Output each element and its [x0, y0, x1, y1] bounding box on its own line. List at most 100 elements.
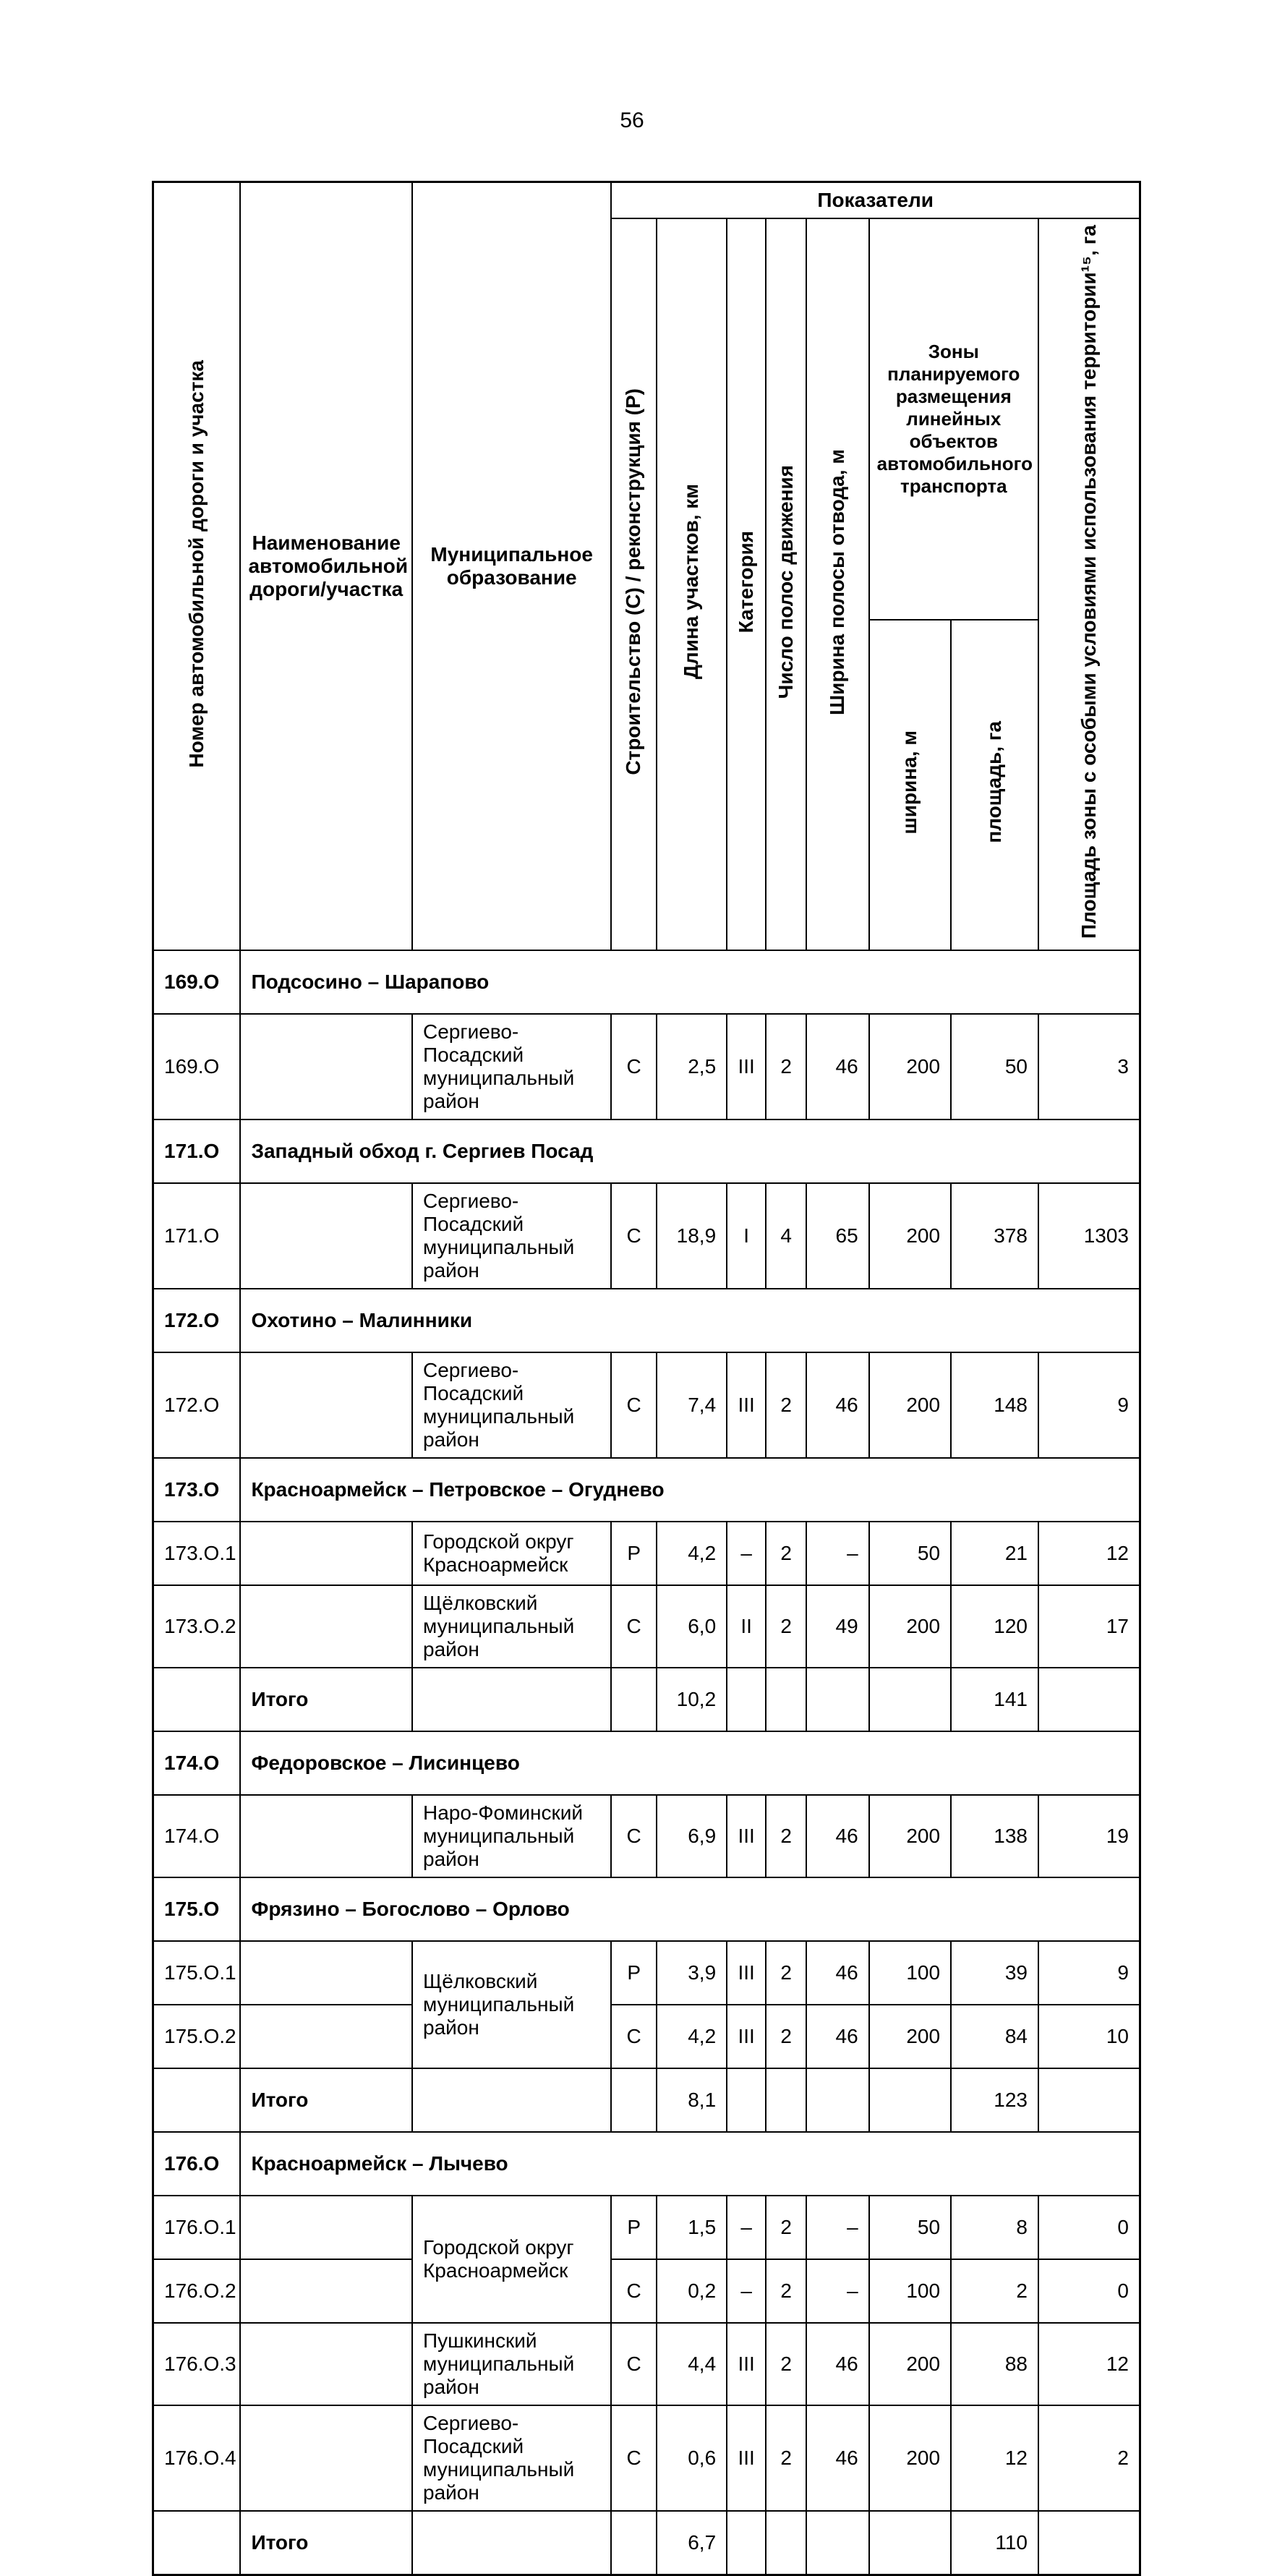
cell-muni: Сергиево-Посадский муниципальный район [412, 1352, 611, 1458]
cell-section-title: Западный обход г. Сергиев Посад [240, 1119, 1140, 1183]
cell-sr: С [611, 1585, 657, 1668]
cell-zone-area: 141 [951, 1668, 1038, 1731]
cell-section-title: Охотино – Малинники [240, 1289, 1140, 1352]
cell-zone-width: 200 [869, 1183, 951, 1289]
cell-id: 174.О [153, 1731, 241, 1795]
cell-category: – [727, 2196, 766, 2259]
cell-sr: С [611, 2259, 657, 2323]
cell-lanes: 2 [766, 2196, 806, 2259]
cell-category [727, 1668, 766, 1731]
cell-strip: 46 [806, 2405, 868, 2511]
cell-lanes: 2 [766, 2405, 806, 2511]
cell-special [1038, 2068, 1140, 2132]
cell-special: 9 [1038, 1352, 1140, 1458]
cell-sr: Р [611, 2196, 657, 2259]
table-row: 176.О.2С0,2–2–10020 [153, 2259, 1140, 2323]
table-row: 171.О Сергиево-Посадский муниципальный ра… [153, 1183, 1140, 1289]
table-row: 175.О.1Щёлковский муниципальный районР3,… [153, 1941, 1140, 2005]
cell-sr: Р [611, 1522, 657, 1585]
cell-length: 8,1 [657, 2068, 727, 2132]
cell-zone-width: 200 [869, 1795, 951, 1877]
col-special-area: Площадь зоны с особыми условиями использ… [1038, 218, 1140, 950]
cell-zone-width: 50 [869, 1522, 951, 1585]
cell-muni: Сергиево-Посадский муниципальный район [412, 1183, 611, 1289]
cell-id: 171.О [153, 1183, 241, 1289]
cell-special: 3 [1038, 1014, 1140, 1119]
cell-category: III [727, 2405, 766, 2511]
col-lanes: Число полос движения [766, 218, 806, 950]
col-road-name: Наименование автомобильной дороги/участк… [240, 182, 412, 951]
cell-id: 173.О [153, 1458, 241, 1522]
cell-category: III [727, 1014, 766, 1119]
cell-muni: Городской округ Красноармейск [412, 2196, 611, 2323]
cell-zone-area: 148 [951, 1352, 1038, 1458]
cell-category: II [727, 1585, 766, 1668]
cell-section-title: Фрязино – Богослово – Орлово [240, 1877, 1140, 1941]
cell-id: 172.О [153, 1289, 241, 1352]
cell-id: 175.О.2 [153, 2005, 241, 2068]
cell-zone-width: 200 [869, 2405, 951, 2511]
table-row: 176.О.3Пушкинский муниципальный районС4,… [153, 2323, 1140, 2405]
cell-id: 176.О.4 [153, 2405, 241, 2511]
cell-section-title: Подсосино – Шарапово [240, 950, 1140, 1014]
cell-id: 172.О [153, 1352, 241, 1458]
cell-special: 0 [1038, 2259, 1140, 2323]
cell-lanes: 2 [766, 1941, 806, 2005]
cell-muni: Щёлковский муниципальный район [412, 1941, 611, 2068]
cell-length: 6,9 [657, 1795, 727, 1877]
cell-muni: Городской округ Красноармейск [412, 1522, 611, 1585]
cell-id [153, 2068, 241, 2132]
cell-lanes: 4 [766, 1183, 806, 1289]
cell-sr: С [611, 1183, 657, 1289]
cell-zone-area: 84 [951, 2005, 1038, 2068]
cell-strip: 46 [806, 1352, 868, 1458]
cell-section-title: Красноармейск – Петровское – Огуднево [240, 1458, 1140, 1522]
cell-special: 0 [1038, 2196, 1140, 2259]
cell-strip: 46 [806, 2005, 868, 2068]
cell-lanes: 2 [766, 1522, 806, 1585]
col-municipality: Муниципальное образование [412, 182, 611, 951]
cell-zone-width: 200 [869, 1352, 951, 1458]
cell-length: 6,0 [657, 1585, 727, 1668]
cell-lanes: 2 [766, 2259, 806, 2323]
cell-name: Итого [240, 2511, 412, 2575]
cell-name [240, 1795, 412, 1877]
table-row: 173.О.1 Городской округ КрасноармейскР4,2… [153, 1522, 1140, 1585]
table-row: 176.ОКрасноармейск – Лычево [153, 2132, 1140, 2196]
col-length: Длина участков, км [657, 218, 727, 950]
cell-lanes: 2 [766, 1585, 806, 1668]
table-body: 169.ОПодсосино – Шарапово169.ОСергиево-П… [153, 950, 1140, 2575]
cell-zone-area: 88 [951, 2323, 1038, 2405]
table-header: Номер автомобильной дороги и участка Наи… [153, 182, 1140, 951]
col-zone-width: ширина, м [869, 620, 951, 950]
cell-special: 12 [1038, 2323, 1140, 2405]
cell-length: 4,2 [657, 2005, 727, 2068]
cell-lanes: 2 [766, 1014, 806, 1119]
cell-name [240, 2259, 412, 2323]
cell-muni: Пушкинский муниципальный район [412, 2323, 611, 2405]
cell-special [1038, 2511, 1140, 2575]
col-zones-group: Зоны планируемого размещения линейных об… [869, 218, 1038, 620]
table-row: 175.ОФрязино – Богослово – Орлово [153, 1877, 1140, 1941]
cell-category: III [727, 2005, 766, 2068]
cell-id: 176.О.1 [153, 2196, 241, 2259]
cell-length: 4,4 [657, 2323, 727, 2405]
col-strip-width: Ширина полосы отвода, м [806, 218, 868, 950]
cell-zone-width: 50 [869, 2196, 951, 2259]
cell-category: I [727, 1183, 766, 1289]
table-row: 171.ОЗападный обход г. Сергиев Посад [153, 1119, 1140, 1183]
cell-name [240, 1014, 412, 1119]
cell-name: Итого [240, 1668, 412, 1731]
cell-zone-width: 100 [869, 2259, 951, 2323]
cell-length: 6,7 [657, 2511, 727, 2575]
cell-strip: – [806, 2259, 868, 2323]
table-row: 176.О.4Сергиево-Посадский муниципальный … [153, 2405, 1140, 2511]
cell-id: 173.О.1 [153, 1522, 241, 1585]
cell-sr [611, 1668, 657, 1731]
cell-id: 173.О.2 [153, 1585, 241, 1668]
cell-name: Итого [240, 2068, 412, 2132]
cell-sr: С [611, 2323, 657, 2405]
cell-category: III [727, 1941, 766, 2005]
cell-category: III [727, 1795, 766, 1877]
cell-length: 4,2 [657, 1522, 727, 1585]
